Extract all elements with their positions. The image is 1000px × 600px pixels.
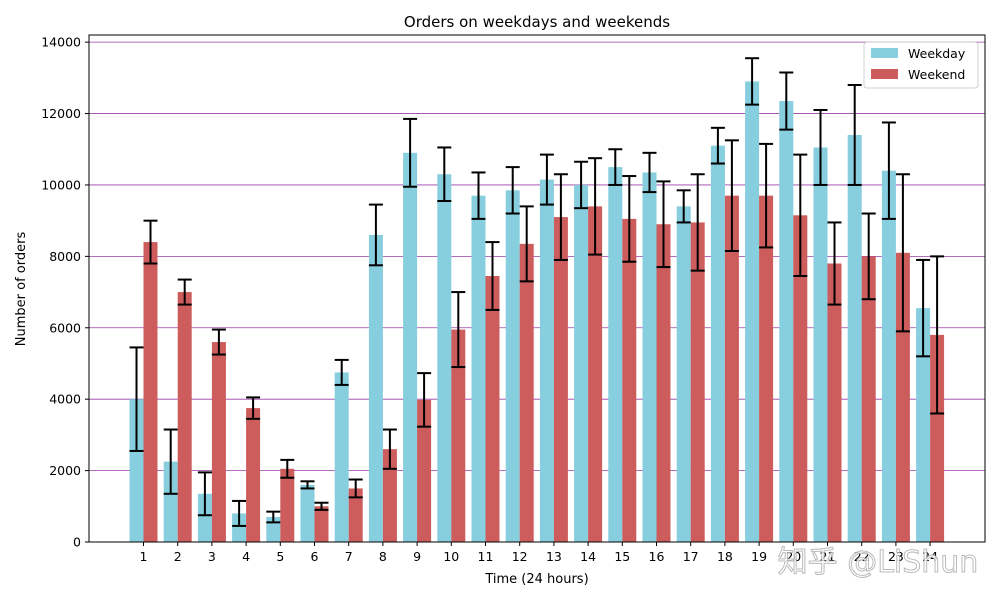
y-tick-label: 12000 — [41, 106, 81, 121]
bar-weekend — [930, 334, 945, 542]
x-tick-label: 4 — [242, 549, 250, 564]
bar-weekday — [232, 513, 247, 542]
bar-weekend — [348, 488, 363, 542]
bar-weekend — [382, 449, 397, 542]
bar-weekday — [129, 399, 144, 542]
bar-weekend — [246, 408, 261, 542]
grid-lines — [89, 41, 985, 471]
bar-weekday — [676, 206, 691, 542]
bar-weekday — [608, 167, 623, 542]
bar-weekday — [300, 484, 315, 542]
error-bars — [129, 57, 945, 527]
bar-weekend — [656, 224, 671, 542]
bar-weekday — [334, 372, 349, 542]
y-tick-label: 2000 — [49, 463, 81, 478]
x-tick-label: 22 — [854, 549, 870, 564]
bar-weekend — [451, 329, 466, 542]
legend-label-weekend: Weekend — [908, 67, 965, 82]
bar-weekday — [368, 234, 383, 542]
x-tick-label: 9 — [413, 549, 421, 564]
bar-weekday — [847, 134, 862, 542]
bar-weekday — [574, 184, 589, 542]
x-tick-label: 10 — [443, 549, 459, 564]
bar-weekday — [197, 493, 212, 542]
x-tick-label: 8 — [379, 549, 387, 564]
x-tick-label: 19 — [751, 549, 767, 564]
chart-title: Orders on weekdays and weekends — [404, 13, 670, 31]
bar-weekday — [505, 190, 520, 542]
y-tick-label: 6000 — [49, 320, 81, 335]
bar-weekday — [813, 147, 828, 542]
bar-weekend — [143, 242, 158, 542]
bars — [129, 81, 945, 543]
x-tick-label: 17 — [683, 549, 699, 564]
x-tick-label: 3 — [208, 549, 216, 564]
bar-weekday — [163, 461, 178, 542]
bar-weekday — [916, 308, 931, 542]
x-tick-label: 11 — [478, 549, 494, 564]
x-tick-label: 16 — [649, 549, 665, 564]
bar-weekend — [622, 218, 637, 542]
bar-weekend — [690, 222, 705, 542]
bar-weekday — [539, 179, 554, 542]
plot-frame — [88, 34, 986, 543]
bar-weekday — [779, 101, 794, 542]
legend: Weekday Weekend — [863, 41, 979, 89]
bar-weekday — [471, 195, 486, 543]
x-tick-label: 5 — [276, 549, 284, 564]
y-tick-label: 4000 — [49, 392, 81, 407]
bar-weekend — [211, 342, 226, 542]
x-tick-label: 1 — [140, 549, 148, 564]
bar-weekday — [642, 172, 657, 542]
x-tick-label: 24 — [922, 549, 938, 564]
x-axis-label: Time (24 hours) — [484, 572, 588, 587]
bar-weekday — [881, 170, 896, 542]
bar-weekend — [588, 206, 603, 542]
legend-label-weekday: Weekday — [908, 46, 966, 61]
x-tick-label: 12 — [512, 549, 528, 564]
bar-weekend — [519, 243, 534, 542]
watermark-text: 知乎 @LiShun — [778, 545, 979, 580]
bar-weekday — [745, 81, 760, 542]
y-tick-label: 0 — [73, 535, 81, 550]
bar-weekend — [177, 292, 192, 542]
bar-weekend — [417, 399, 432, 542]
bar-weekend — [280, 468, 295, 542]
bar-weekend — [895, 252, 910, 542]
bar-weekend — [793, 215, 808, 542]
y-tick-label: 14000 — [41, 35, 81, 50]
bar-weekend — [724, 195, 739, 543]
x-tick-label: 23 — [888, 549, 904, 564]
bar-weekday — [437, 174, 452, 543]
x-tick-label: 6 — [311, 549, 319, 564]
bar-weekend — [485, 276, 500, 542]
legend-swatch-weekend — [871, 69, 898, 79]
x-tick-label: 20 — [785, 549, 801, 564]
y-tick-label: 8000 — [49, 249, 81, 264]
x-tick-label: 18 — [717, 549, 733, 564]
bar-weekday — [403, 152, 418, 542]
x-tick-label: 2 — [174, 549, 182, 564]
x-tick-label: 21 — [820, 549, 836, 564]
y-axis-label: Number of orders — [14, 232, 29, 347]
bar-weekend — [553, 217, 568, 542]
bar-weekday — [710, 145, 725, 542]
bar-weekend — [827, 263, 842, 542]
x-tick-label: 14 — [580, 549, 596, 564]
legend-swatch-weekday — [871, 48, 898, 58]
x-tick-label: 13 — [546, 549, 562, 564]
x-tick-label: 15 — [614, 549, 630, 564]
bar-weekend — [759, 195, 774, 543]
y-tick-label: 10000 — [41, 177, 81, 192]
bar-weekend — [861, 256, 876, 542]
bar-weekend — [314, 506, 329, 542]
x-tick-label: 7 — [345, 549, 353, 564]
